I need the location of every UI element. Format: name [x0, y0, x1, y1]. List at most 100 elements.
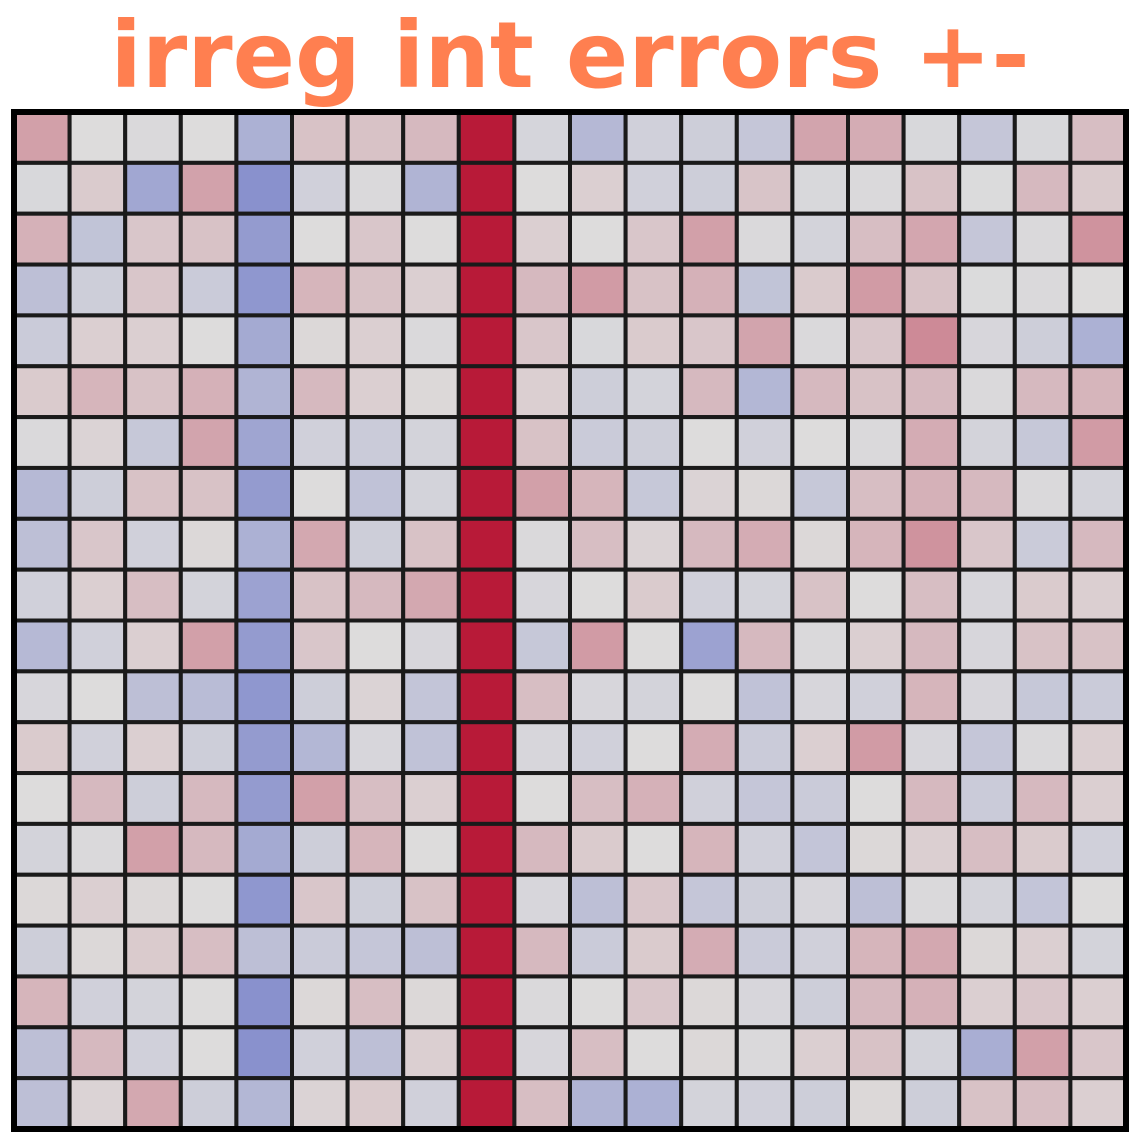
heatmap-cell — [846, 1025, 906, 1081]
heatmap-cell — [734, 110, 795, 165]
heatmap-cell — [178, 923, 239, 979]
heatmap-cell — [12, 923, 72, 979]
heatmap-cell — [568, 974, 628, 1030]
heatmap-cell — [12, 872, 72, 928]
heatmap-cell — [123, 313, 183, 369]
heatmap-cell — [901, 211, 962, 267]
heatmap-cell — [957, 211, 1017, 267]
heatmap-cell — [12, 415, 72, 470]
heatmap-cell — [290, 110, 350, 165]
heatmap-cell — [901, 567, 962, 623]
heatmap-cell — [456, 923, 517, 979]
heatmap-cell — [512, 364, 573, 420]
heatmap-cell — [401, 872, 461, 928]
heatmap-cell — [1068, 618, 1129, 674]
heatmap-cell — [1012, 1025, 1073, 1081]
heatmap-cell — [345, 415, 406, 470]
heatmap-cell — [568, 872, 628, 928]
heatmap-cell — [345, 974, 406, 1030]
heatmap-cell — [790, 923, 851, 979]
heatmap-cell — [1012, 974, 1073, 1030]
heatmap-cell — [12, 771, 72, 826]
heatmap-cell — [1068, 415, 1129, 470]
heatmap-cell — [679, 465, 739, 521]
heatmap-cell — [734, 974, 795, 1030]
heatmap-cell — [123, 211, 183, 267]
heatmap-cell — [123, 465, 183, 521]
heatmap-cell — [957, 465, 1017, 521]
heatmap-cell — [957, 567, 1017, 623]
heatmap-cell — [12, 618, 72, 674]
heatmap-cell — [178, 1076, 239, 1132]
heatmap-cell — [1012, 720, 1073, 776]
heatmap-cell — [512, 923, 573, 979]
heatmap-cell — [123, 1025, 183, 1081]
heatmap-cell — [512, 211, 573, 267]
heatmap-cell — [512, 313, 573, 369]
heatmap-cell — [623, 211, 684, 267]
heatmap-cell — [290, 160, 350, 216]
heatmap-cell — [345, 465, 406, 521]
heatmap-cell — [568, 313, 628, 369]
heatmap-cell — [345, 771, 406, 826]
heatmap-cell — [846, 923, 906, 979]
heatmap-cell — [512, 821, 573, 877]
heatmap-cell — [1012, 567, 1073, 623]
heatmap-cell — [12, 720, 72, 776]
heatmap-cell — [290, 313, 350, 369]
heatmap-cell — [178, 720, 239, 776]
heatmap-cell — [67, 1025, 128, 1081]
heatmap-cell — [568, 923, 628, 979]
heatmap-cell — [790, 262, 851, 318]
heatmap-cell — [957, 313, 1017, 369]
heatmap-cell — [734, 465, 795, 521]
heatmap-cell — [456, 771, 517, 826]
heatmap-cell — [290, 211, 350, 267]
heatmap-cell — [178, 415, 239, 470]
heatmap-cell — [234, 415, 294, 470]
heatmap-cell — [623, 364, 684, 420]
heatmap-cell — [345, 313, 406, 369]
heatmap-cell — [1012, 669, 1073, 725]
heatmap-cell — [67, 821, 128, 877]
heatmap-cell — [734, 567, 795, 623]
heatmap-cell — [623, 465, 684, 521]
heatmap-cell — [401, 821, 461, 877]
heatmap-cell — [568, 415, 628, 470]
heatmap-cell — [512, 669, 573, 725]
heatmap-cell — [1068, 1025, 1129, 1081]
heatmap-cell — [846, 821, 906, 877]
heatmap-cell — [290, 821, 350, 877]
heatmap-cell — [734, 516, 795, 572]
heatmap-cell — [957, 1076, 1017, 1132]
heatmap-cell — [568, 821, 628, 877]
heatmap-cell — [846, 618, 906, 674]
heatmap-cell — [345, 567, 406, 623]
heatmap-cell — [846, 567, 906, 623]
heatmap-cell — [957, 923, 1017, 979]
heatmap-cell — [67, 465, 128, 521]
heatmap-cell — [456, 1025, 517, 1081]
heatmap-cell — [290, 465, 350, 521]
heatmap-cell — [67, 364, 128, 420]
heatmap-cell — [957, 618, 1017, 674]
heatmap-cell — [790, 872, 851, 928]
heatmap-cell — [290, 720, 350, 776]
heatmap-cell — [456, 160, 517, 216]
heatmap-cell — [456, 872, 517, 928]
heatmap-cell — [679, 1025, 739, 1081]
heatmap-cell — [345, 516, 406, 572]
heatmap-cell — [290, 618, 350, 674]
heatmap-cell — [623, 262, 684, 318]
heatmap-cell — [734, 872, 795, 928]
heatmap-cell — [67, 669, 128, 725]
heatmap-cell — [623, 1025, 684, 1081]
heatmap-cell — [178, 262, 239, 318]
heatmap-cell — [679, 872, 739, 928]
heatmap-cell — [123, 720, 183, 776]
heatmap-cell — [957, 669, 1017, 725]
heatmap-cell — [790, 313, 851, 369]
heatmap-cell — [901, 160, 962, 216]
heatmap-cell — [679, 160, 739, 216]
chart-title: irreg int errors +- — [110, 2, 1030, 109]
